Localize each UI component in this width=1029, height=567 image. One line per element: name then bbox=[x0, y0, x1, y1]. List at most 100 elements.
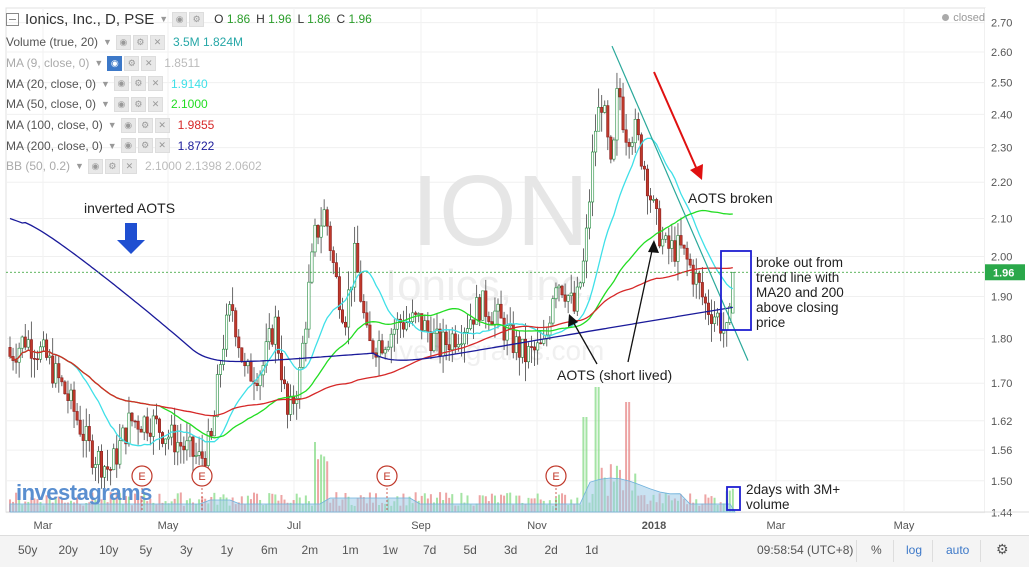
eye-icon[interactable]: ◉ bbox=[115, 34, 131, 50]
indicator-name[interactable]: BB (50, 0.2) bbox=[6, 159, 71, 174]
gear-icon[interactable]: ⚙ bbox=[124, 55, 140, 71]
chevron-down-icon[interactable]: ▼ bbox=[101, 99, 110, 110]
timeframe-3y[interactable]: 3y bbox=[180, 543, 193, 557]
indicator-name[interactable]: MA (100, close, 0) bbox=[6, 118, 103, 133]
gear-icon[interactable]: ⚙ bbox=[137, 117, 153, 133]
candle-body bbox=[215, 374, 219, 417]
candle-body bbox=[182, 445, 186, 451]
gear-icon[interactable]: ⚙ bbox=[130, 96, 146, 112]
earnings-marker[interactable] bbox=[131, 465, 153, 487]
chevron-down-icon[interactable]: ▼ bbox=[101, 78, 110, 89]
close-icon[interactable]: ✕ bbox=[154, 138, 170, 154]
earnings-marker[interactable] bbox=[191, 465, 213, 487]
candle-body bbox=[444, 331, 448, 345]
candle-body bbox=[307, 281, 311, 330]
chart-legend: Ionics, Inc., D, PSE ▼ ◉ ⚙ O 1.86 H 1.96 L … bbox=[6, 6, 378, 177]
candle-body bbox=[496, 303, 500, 312]
auto-toggle[interactable]: auto bbox=[946, 543, 970, 557]
candle-body bbox=[731, 271, 735, 314]
eye-icon[interactable]: ◉ bbox=[120, 138, 136, 154]
log-toggle[interactable]: log bbox=[906, 543, 923, 557]
candle-body bbox=[520, 338, 524, 358]
price-tick-label: 1.44 bbox=[991, 508, 1012, 520]
indicator-value: 3.5M 1.824M bbox=[172, 35, 244, 50]
earnings-marker[interactable] bbox=[376, 465, 398, 487]
earnings-marker-label: E bbox=[383, 471, 390, 483]
timeframe-3d[interactable]: 3d bbox=[504, 543, 518, 557]
chevron-down-icon[interactable]: ▼ bbox=[107, 140, 117, 151]
chevron-down-icon[interactable]: ▼ bbox=[75, 161, 84, 172]
candle-body bbox=[600, 107, 604, 113]
timeframe-2d[interactable]: 2d bbox=[544, 543, 558, 557]
close-icon[interactable]: ✕ bbox=[121, 158, 137, 174]
timeframe-50y[interactable]: 50y bbox=[18, 543, 38, 557]
candle-body bbox=[569, 292, 573, 297]
volume-bar bbox=[558, 494, 560, 512]
gear-icon[interactable]: ⚙ bbox=[104, 158, 120, 174]
chevron-down-icon[interactable]: ▼ bbox=[107, 120, 117, 131]
eye-icon[interactable]: ◉ bbox=[87, 158, 103, 174]
eye-icon[interactable]: ◉ bbox=[113, 96, 129, 112]
collapse-legend-icon[interactable] bbox=[6, 12, 19, 26]
candle-body bbox=[170, 424, 174, 438]
current-price-label: 1.96 bbox=[993, 267, 1014, 279]
volume-bar bbox=[582, 417, 585, 512]
earnings-marker[interactable] bbox=[545, 465, 567, 487]
time-tick-label: Mar bbox=[767, 520, 786, 532]
timeframe-1y[interactable]: 1y bbox=[220, 543, 234, 557]
candle-body bbox=[636, 119, 640, 136]
close-icon[interactable]: ✕ bbox=[154, 117, 170, 133]
eye-icon[interactable]: ◉ bbox=[120, 117, 136, 133]
timeframe-5y[interactable]: 5y bbox=[139, 543, 153, 557]
indicator-name[interactable]: MA (50, close, 0) bbox=[6, 97, 97, 112]
timeframe-5d[interactable]: 5d bbox=[463, 543, 477, 557]
eye-icon[interactable]: ◉ bbox=[172, 11, 188, 27]
chevron-down-icon[interactable]: ▼ bbox=[94, 58, 104, 69]
close-icon[interactable]: ✕ bbox=[147, 96, 163, 112]
gear-icon[interactable]: ⚙ bbox=[130, 76, 146, 92]
candle-body bbox=[23, 336, 27, 348]
gear-icon[interactable]: ⚙ bbox=[137, 138, 153, 154]
percent-toggle[interactable]: % bbox=[871, 543, 882, 557]
candle-body bbox=[685, 247, 689, 260]
time-tick-label: Mar bbox=[34, 520, 53, 532]
timeframe-6m[interactable]: 6m bbox=[261, 543, 278, 557]
close-icon[interactable]: ✕ bbox=[149, 34, 165, 50]
indicator-name[interactable]: MA (9, close, 0) bbox=[6, 56, 90, 71]
timeframe-7d[interactable]: 7d bbox=[423, 543, 437, 557]
candle-body bbox=[456, 344, 460, 348]
candle-body bbox=[587, 201, 591, 229]
eye-icon[interactable]: ◉ bbox=[107, 55, 123, 71]
timeframe-1d[interactable]: 1d bbox=[585, 543, 599, 557]
indicator-name[interactable]: Volume (true, 20) bbox=[6, 35, 99, 50]
timeframe-1w[interactable]: 1w bbox=[382, 543, 398, 557]
indicator-name[interactable]: MA (20, close, 0) bbox=[6, 76, 97, 91]
eye-icon[interactable]: ◉ bbox=[113, 76, 129, 92]
close-icon[interactable]: ✕ bbox=[147, 76, 163, 92]
candle-body bbox=[691, 264, 695, 285]
candle-body bbox=[14, 360, 18, 363]
candle-body bbox=[112, 448, 116, 471]
price-axis[interactable] bbox=[985, 8, 1029, 512]
chevron-down-icon[interactable]: ▼ bbox=[159, 14, 169, 24]
timeframe-20y[interactable]: 20y bbox=[58, 543, 78, 557]
candle-body bbox=[8, 347, 12, 357]
candle-body bbox=[557, 285, 561, 289]
annotation-volume-line: 2days with 3M+ bbox=[746, 482, 840, 497]
candle-body bbox=[273, 316, 277, 345]
chevron-down-icon[interactable]: ▼ bbox=[103, 37, 112, 48]
candle-body bbox=[676, 235, 680, 262]
timeframe-10y[interactable]: 10y bbox=[99, 543, 119, 557]
settings-gear-icon[interactable]: ⚙ bbox=[996, 541, 1009, 557]
ohlc-value-l: 1.86 bbox=[307, 12, 331, 26]
close-icon[interactable]: ✕ bbox=[141, 55, 157, 71]
annotation-breakout-line: trend line with bbox=[756, 270, 839, 285]
candle-body bbox=[167, 436, 171, 440]
candle-body bbox=[563, 294, 567, 302]
price-chart[interactable]: 1.44 1.50 1.56 1.62 1.70 1.80 1.90 2.00 2.10 2.20… bbox=[0, 0, 1029, 535]
gear-icon[interactable]: ⚙ bbox=[189, 11, 205, 27]
indicator-name[interactable]: MA (200, close, 0) bbox=[6, 138, 103, 153]
timeframe-2m[interactable]: 2m bbox=[301, 543, 319, 557]
gear-icon[interactable]: ⚙ bbox=[132, 34, 148, 50]
timeframe-1m[interactable]: 1m bbox=[342, 543, 359, 557]
